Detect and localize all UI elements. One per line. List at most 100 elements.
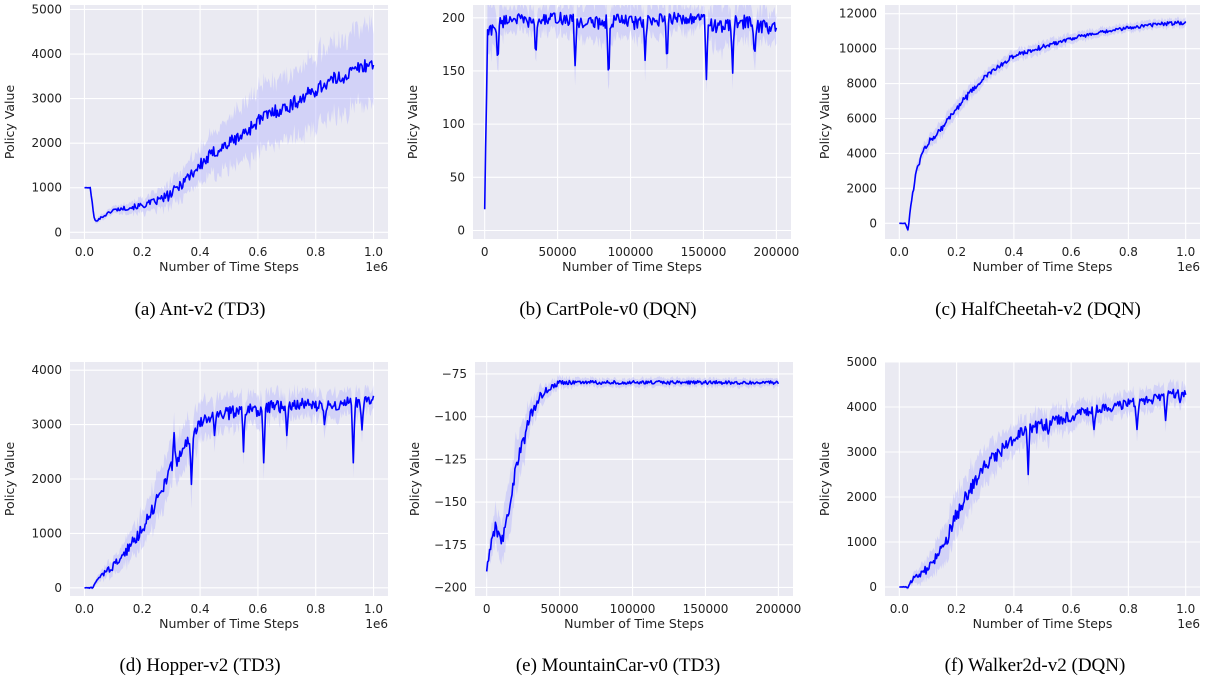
x-tick-label: 100000	[608, 245, 654, 259]
y-tick-label: −100	[434, 410, 467, 424]
x-axis-label: Number of Time Steps	[564, 616, 704, 631]
x-tick-label: 200000	[756, 602, 802, 616]
x-tick-label: 50000	[541, 602, 579, 616]
x-tick-label: 0.4	[191, 602, 210, 616]
x-tick-label: 1.0	[364, 602, 383, 616]
x-axis-label: Number of Time Steps	[562, 259, 702, 274]
subplot-caption: (d) Hopper-v2 (TD3)	[119, 655, 280, 676]
x-tick-label: 0.4	[191, 245, 210, 259]
subplot-f: 0.0 0.2 0.4 0.6 0.8 1.0 0 1000 2000 3000 4000 5000 N…	[817, 355, 1200, 676]
x-tick-label: 0.8	[306, 602, 325, 616]
y-tick-label: 2000	[846, 181, 877, 195]
y-tick-label: 4000	[31, 363, 62, 377]
subplot-b: 0 50000 100000 150000 200000 0 50 100 150 200 Numb…	[405, 5, 800, 320]
y-tick-label: 3000	[846, 445, 877, 459]
y-tick-label: 100	[442, 117, 465, 131]
subplot-caption: (f) Walker2d-v2 (DQN)	[945, 655, 1126, 676]
y-tick-label: 8000	[846, 77, 877, 91]
y-axis-label: Policy Value	[817, 85, 832, 160]
subplot-caption: (c) HalfCheetah-v2 (DQN)	[935, 299, 1141, 320]
x-tick-label: 1.0	[364, 245, 383, 259]
subplot-caption: (e) MountainCar-v0 (TD3)	[516, 655, 720, 676]
y-tick-label: 150	[442, 64, 465, 78]
x-offset-label: 1e6	[1177, 260, 1200, 274]
y-tick-label: 0	[869, 216, 877, 230]
x-tick-label: 1.0	[1176, 602, 1195, 616]
x-tick-label: 200000	[754, 245, 800, 259]
y-axis-label: Policy Value	[405, 85, 420, 160]
series-line	[483, 11, 778, 210]
y-tick-label: 200	[442, 11, 465, 25]
x-tick-label: 0.2	[947, 245, 966, 259]
x-axis-label: Number of Time Steps	[973, 616, 1113, 631]
y-tick-label: 1000	[31, 526, 62, 540]
y-axis-label: Policy Value	[2, 442, 17, 517]
y-tick-label: 2000	[846, 490, 877, 504]
subplot-caption: (b) CartPole-v0 (DQN)	[519, 299, 696, 320]
y-tick-label: 3000	[31, 418, 62, 432]
y-tick-label: 0	[54, 581, 62, 595]
y-tick-label: −75	[442, 367, 467, 381]
x-tick-label: 0.6	[248, 245, 267, 259]
plot-area	[70, 5, 388, 239]
x-tick-label: 50000	[539, 245, 577, 259]
subplot-a: 0.0 0.2 0.4 0.6 0.8 1.0 0 1000 2000 3000 4000 5000 N…	[2, 2, 388, 320]
y-tick-label: −175	[434, 538, 467, 552]
x-axis-label: Number of Time Steps	[159, 616, 299, 631]
x-tick-label: 0.8	[1119, 245, 1138, 259]
x-tick-label: 0.6	[1062, 245, 1081, 259]
x-tick-label: 0.6	[1062, 602, 1081, 616]
series-line	[899, 20, 1187, 231]
x-tick-label: 0.0	[75, 245, 94, 259]
y-tick-label: 5000	[846, 355, 877, 369]
x-tick-label: 0.0	[75, 602, 94, 616]
series-line	[899, 388, 1187, 589]
x-tick-label: 0	[481, 245, 489, 259]
y-tick-label: 0	[869, 580, 877, 594]
x-tick-label: 0.4	[1004, 245, 1023, 259]
x-tick-label: 100000	[610, 602, 656, 616]
y-tick-label: 3000	[31, 92, 62, 106]
x-tick-label: 150000	[681, 245, 727, 259]
x-axis-label: Number of Time Steps	[159, 259, 299, 274]
y-tick-label: −125	[434, 452, 467, 466]
std-band	[84, 384, 374, 590]
y-tick-label: −200	[434, 580, 467, 594]
x-tick-label: 0.0	[890, 602, 909, 616]
series-line	[485, 379, 780, 572]
series-line	[84, 395, 375, 589]
y-axis-label: Policy Value	[817, 442, 832, 517]
x-tick-label: 0.0	[890, 245, 909, 259]
subplot-c: 0.0 0.2 0.4 0.6 0.8 1.0 0 2000 4000 6000 8000 10000…	[817, 5, 1200, 320]
y-tick-label: 50	[450, 170, 465, 184]
y-axis-label: Policy Value	[2, 85, 17, 160]
x-tick-label: 0.2	[133, 602, 152, 616]
series-line	[84, 59, 375, 222]
plot-area	[475, 362, 793, 596]
y-tick-label: 4000	[31, 47, 62, 61]
x-tick-label: 0.6	[248, 602, 267, 616]
x-offset-label: 1e6	[365, 260, 388, 274]
plot-area	[473, 5, 791, 239]
std-band	[84, 14, 374, 224]
x-tick-label: 1.0	[1176, 245, 1195, 259]
y-tick-label: 0	[54, 225, 62, 239]
y-tick-label: 1000	[31, 181, 62, 195]
x-tick-label: 0	[483, 602, 491, 616]
y-tick-label: 4000	[846, 146, 877, 160]
y-tick-label: 2000	[31, 472, 62, 486]
y-tick-label: 10000	[839, 42, 877, 56]
x-offset-label: 1e6	[1177, 617, 1200, 631]
subplot-caption: (a) Ant-v2 (TD3)	[135, 299, 266, 320]
x-axis-label: Number of Time Steps	[973, 259, 1113, 274]
x-tick-label: 0.2	[947, 602, 966, 616]
x-tick-label: 0.4	[1004, 602, 1023, 616]
y-tick-label: 12000	[839, 7, 877, 21]
x-tick-label: 0.8	[1119, 602, 1138, 616]
y-tick-label: 6000	[846, 112, 877, 126]
x-tick-label: 150000	[683, 602, 729, 616]
plot-area	[885, 5, 1200, 239]
y-tick-label: 0	[457, 223, 465, 237]
y-tick-label: 4000	[846, 400, 877, 414]
